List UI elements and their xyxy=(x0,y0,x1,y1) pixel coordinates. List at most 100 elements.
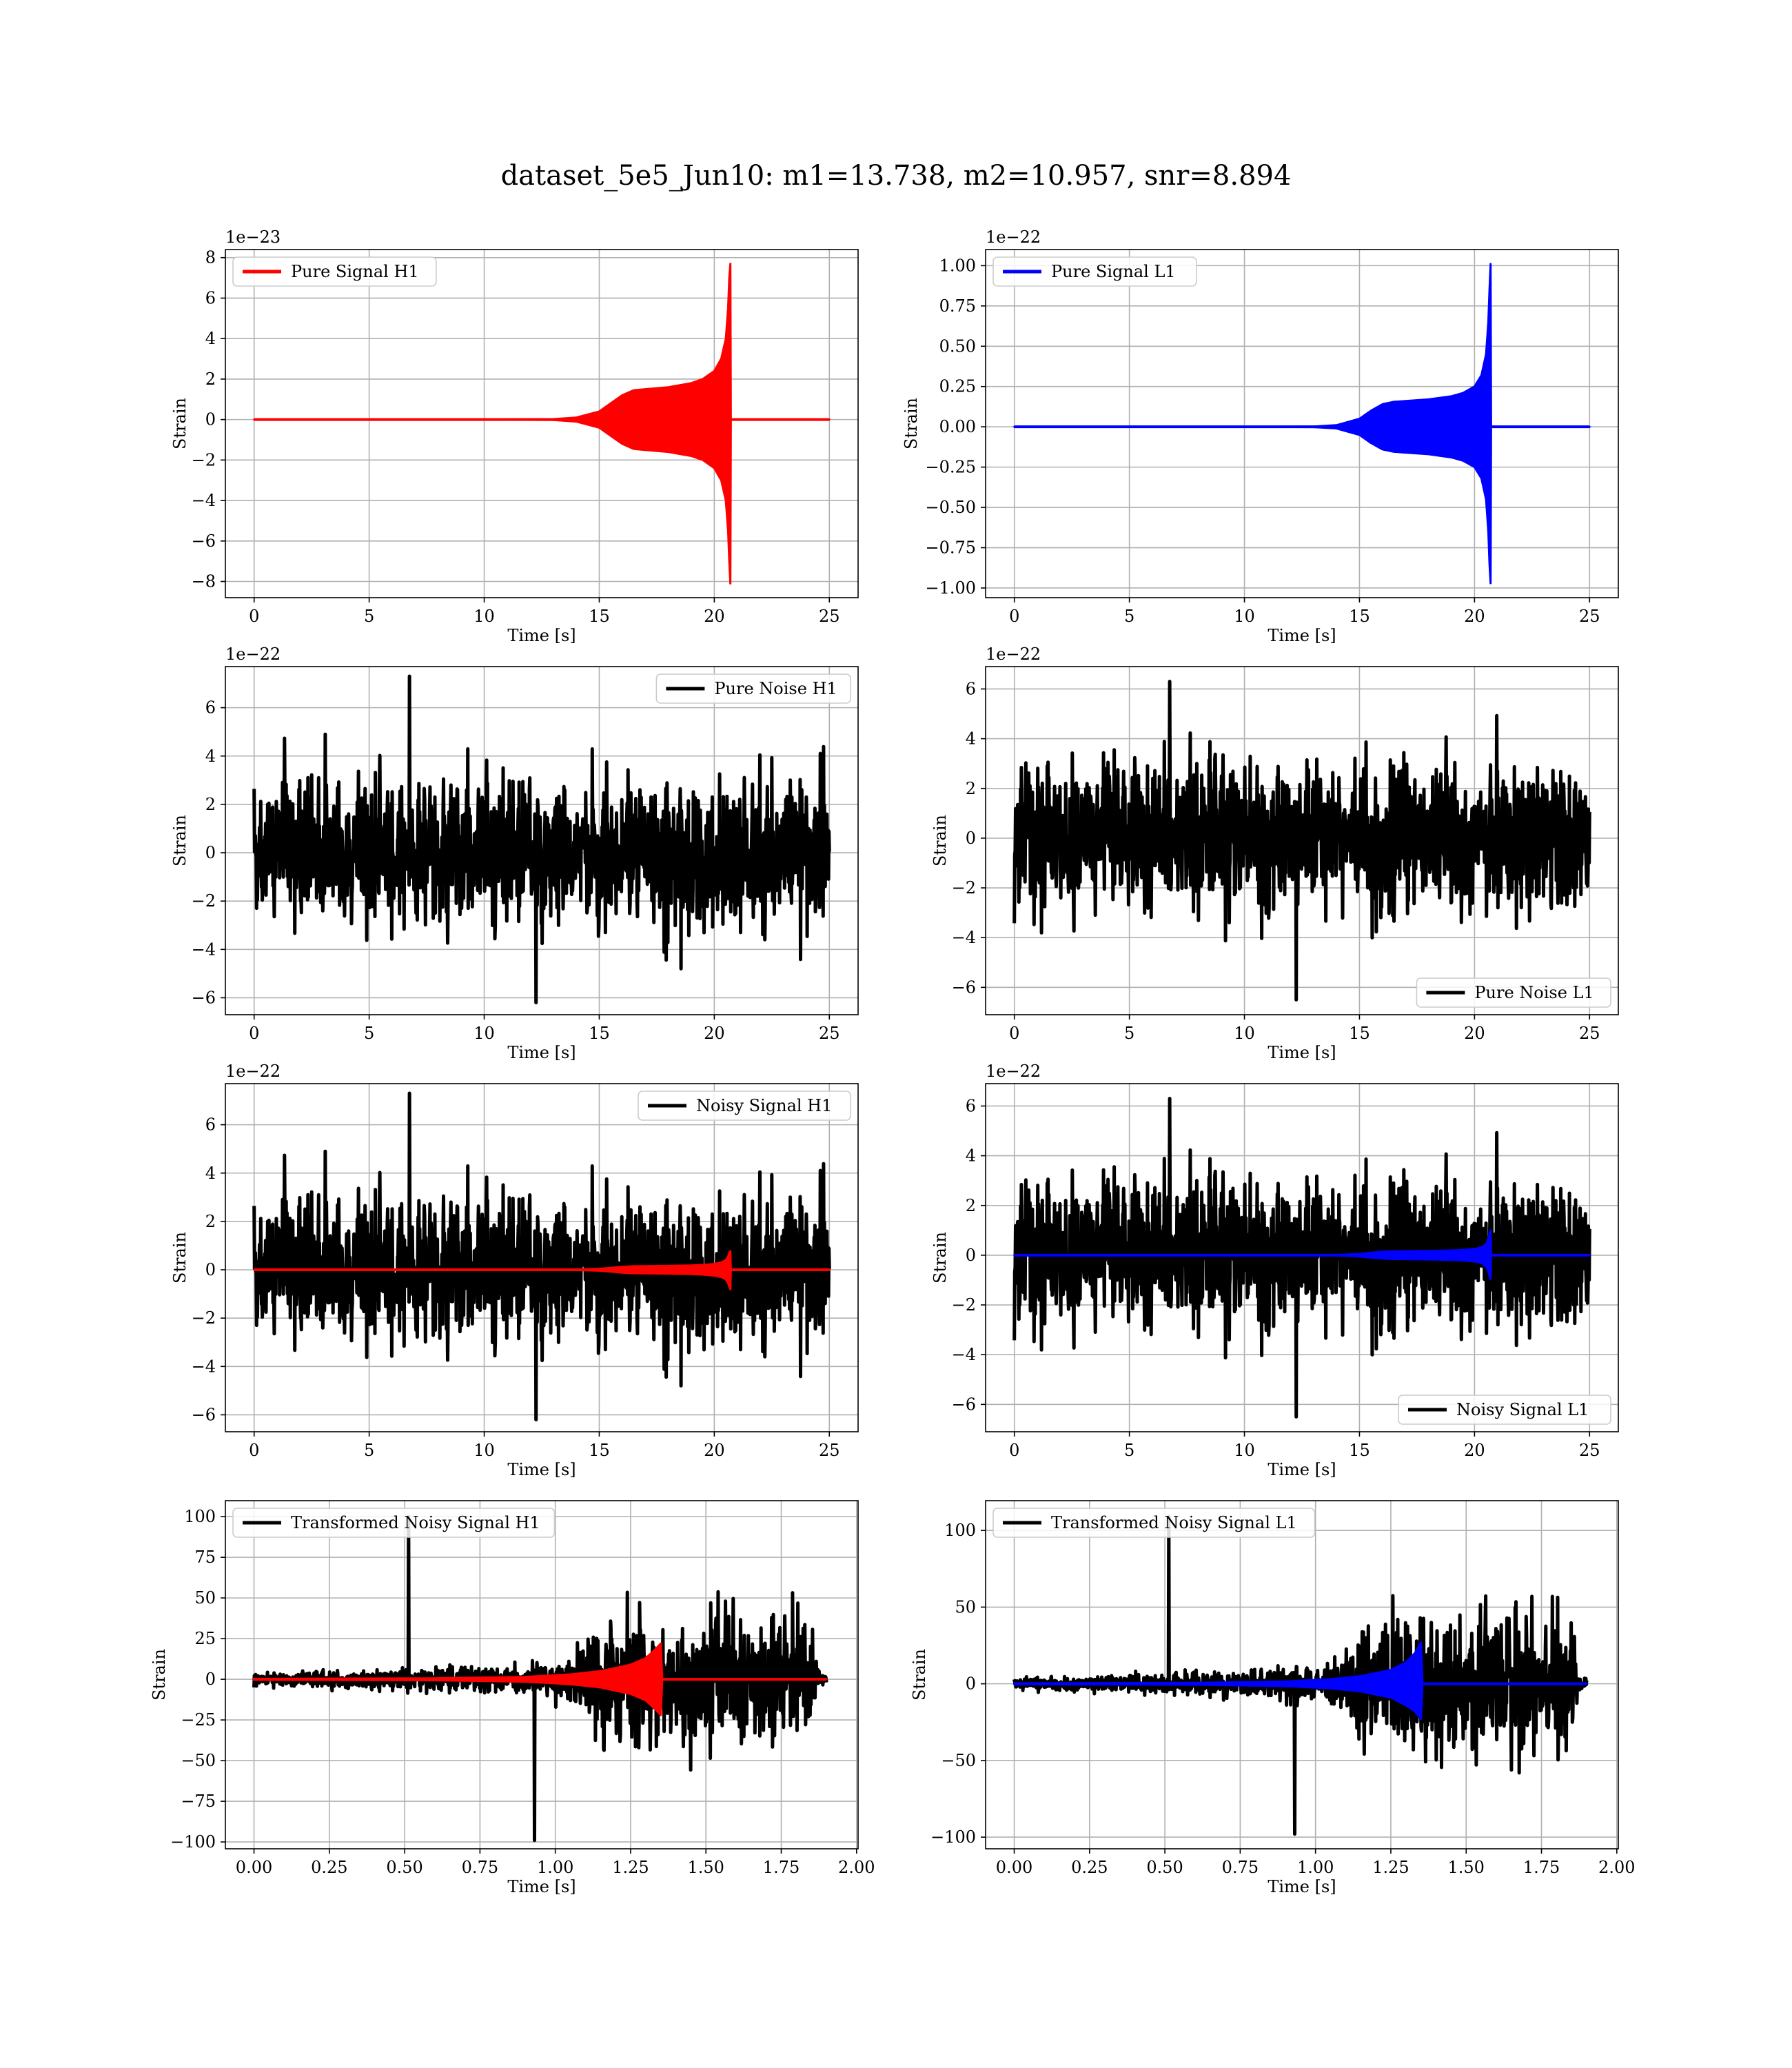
y-tick-label: 4 xyxy=(966,1146,976,1166)
x-tick-label: 15 xyxy=(1349,1024,1370,1043)
axes-frame xyxy=(225,249,859,598)
subplot-transformed-noisy-signal-l1: 0.00 0.25 0.50 0.75 1.00 1.25 1.50 1.75 2.00 −100… xyxy=(910,1500,1636,1896)
y-tick-label: 6 xyxy=(966,1096,976,1115)
y-tick-label: 25 xyxy=(194,1629,216,1648)
x-tick-label: 0.50 xyxy=(386,1858,422,1877)
x-tick-label: 10 xyxy=(474,1024,495,1043)
legend-frame xyxy=(992,256,1197,287)
y-tick-label: 0 xyxy=(205,843,216,862)
pure-noise-h1-series xyxy=(252,674,831,1004)
x-tick-label: 5 xyxy=(1124,1024,1134,1043)
y-tick-label: 4 xyxy=(205,1164,216,1183)
y-tick-label: −25 xyxy=(181,1710,216,1730)
x-tick-label: 0.75 xyxy=(462,1858,498,1877)
x-axis-label: Time [s] xyxy=(507,1460,576,1479)
y-tick-label: 4 xyxy=(205,329,216,348)
pure-signal-l1-series-fill xyxy=(1013,263,1591,585)
y-tick-label: −2 xyxy=(192,450,216,469)
legend: Pure Noise L1 xyxy=(1416,977,1611,1008)
legend-frame xyxy=(992,1508,1316,1538)
y-tick-label: −6 xyxy=(952,977,976,997)
x-tick-label: 0.25 xyxy=(1071,1858,1108,1877)
x-tick-label: 2.00 xyxy=(838,1858,875,1877)
axes-frame xyxy=(985,1500,1619,1849)
legend-label: Noisy Signal H1 xyxy=(696,1096,832,1115)
plot-area xyxy=(252,1514,828,1843)
y-tick-label: −0.50 xyxy=(925,498,976,517)
y-tick-label: −8 xyxy=(192,572,216,591)
legend: Pure Signal H1 xyxy=(232,256,437,287)
y-tick-label: 4 xyxy=(205,747,216,766)
y-tick-label: −4 xyxy=(192,940,216,959)
y-tick-label: −0.25 xyxy=(925,458,976,477)
legend: Noisy Signal L1 xyxy=(1398,1395,1611,1425)
plot-area xyxy=(1012,1514,1589,1836)
y-tick-label: 0 xyxy=(205,410,216,429)
y-tick-label: −6 xyxy=(952,1395,976,1414)
y-tick-label: −4 xyxy=(952,928,976,947)
x-tick-label: 15 xyxy=(589,1024,610,1043)
y-tick-label: 2 xyxy=(966,779,976,798)
y-tick-label: 6 xyxy=(205,698,216,718)
x-tick-label: 0 xyxy=(249,607,259,626)
y-tick-label: 8 xyxy=(205,248,216,267)
legend-frame xyxy=(638,1091,851,1121)
x-tick-label: 15 xyxy=(589,1441,610,1460)
legend-frame xyxy=(655,673,851,704)
subplot-pure-signal-l1: 0 5 10 15 20 25 −1.00 −0.75 −0.50 −0.25 0.00 0.25 0.… xyxy=(902,227,1619,645)
x-tick-label: 5 xyxy=(364,607,374,626)
y-tick-label: 0.50 xyxy=(939,336,976,356)
y-tick-label: −100 xyxy=(170,1832,216,1852)
x-tick-label: 0 xyxy=(1009,607,1019,626)
x-tick-label: 15 xyxy=(1349,607,1370,626)
x-axis-label: Time [s] xyxy=(507,626,576,645)
axes-frame xyxy=(225,1083,859,1432)
y-tick-label: 2 xyxy=(205,1212,216,1231)
y-tick-label: −6 xyxy=(192,1405,216,1424)
x-tick-label: 10 xyxy=(1234,1441,1255,1460)
y-tick-label: −4 xyxy=(952,1345,976,1364)
x-axis-label: Time [s] xyxy=(1267,1043,1336,1062)
x-tick-label: 20 xyxy=(1464,1024,1485,1043)
legend-frame xyxy=(232,256,437,287)
subplot-transformed-noisy-signal-h1: 0.00 0.25 0.50 0.75 1.00 1.25 1.50 1.75 2.00 −100… xyxy=(150,1500,875,1896)
y-tick-label: 0.75 xyxy=(939,296,976,316)
y-tick-label: 6 xyxy=(205,1115,216,1135)
y-tick-label: 4 xyxy=(966,729,976,749)
subplot-pure-noise-l1: 0 5 10 15 20 25 −6 −4 −2 0 2 4 6 Time [s] Strain 1e−22 P… xyxy=(930,645,1619,1062)
y-tick-label: −50 xyxy=(941,1751,976,1770)
axes-frame xyxy=(985,1083,1619,1432)
x-tick-label: 1.25 xyxy=(612,1858,649,1877)
x-tick-label: 20 xyxy=(1464,1441,1485,1460)
subplot-pure-noise-h1: 0 5 10 15 20 25 −6 −4 −2 0 2 4 6 Time [s] Strain 1e−22 P… xyxy=(170,645,859,1062)
x-tick-label: 1.75 xyxy=(1523,1858,1560,1877)
plot-area xyxy=(252,1091,831,1421)
y-tick-label: 6 xyxy=(205,288,216,307)
y-tick-label: 6 xyxy=(966,679,976,698)
x-tick-label: 0.00 xyxy=(236,1858,272,1877)
axes-frame xyxy=(225,666,859,1015)
x-tick-label: 20 xyxy=(704,1024,725,1043)
x-tick-label: 1.50 xyxy=(688,1858,724,1877)
x-tick-label: 0.00 xyxy=(996,1858,1032,1877)
x-axis-label: Time [s] xyxy=(1267,626,1336,645)
axes-frame xyxy=(225,1500,859,1849)
x-tick-label: 10 xyxy=(1234,1024,1255,1043)
legend: Noisy Signal H1 xyxy=(638,1091,851,1121)
x-tick-label: 1.25 xyxy=(1372,1858,1409,1877)
y-tick-label: −2 xyxy=(192,1308,216,1328)
legend: Pure Signal L1 xyxy=(992,256,1197,287)
legend-label: Pure Signal H1 xyxy=(291,262,419,281)
x-axis-label: Time [s] xyxy=(1267,1877,1336,1896)
y-tick-label: −2 xyxy=(952,878,976,898)
plot-area xyxy=(253,263,831,585)
x-tick-label: 20 xyxy=(1464,607,1485,626)
x-axis-label: Time [s] xyxy=(507,1877,576,1896)
legend: Transformed Noisy Signal L1 xyxy=(992,1508,1316,1538)
x-tick-label: 0 xyxy=(1009,1441,1019,1460)
y-tick-label: −6 xyxy=(192,988,216,1007)
y-tick-label: 0 xyxy=(966,1246,976,1265)
